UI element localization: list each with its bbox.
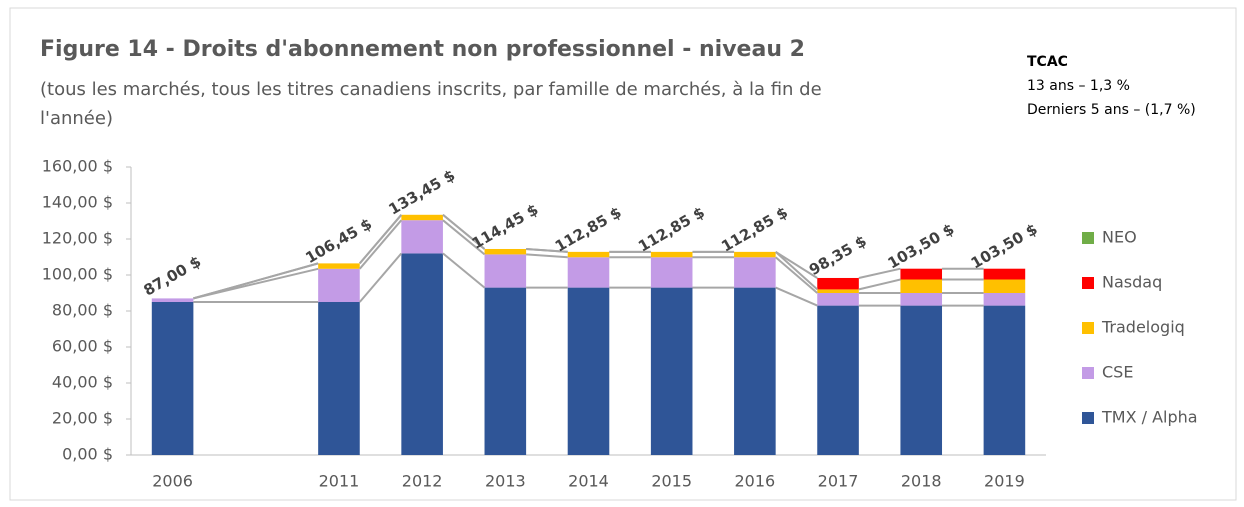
x-tick-label: 2006 xyxy=(152,472,193,491)
series-line xyxy=(775,251,818,279)
series-line xyxy=(442,214,486,250)
bar-segment xyxy=(900,279,943,293)
bar-segment xyxy=(567,251,610,258)
bar-segment xyxy=(650,287,693,455)
legend-label: Nasdaq xyxy=(1102,273,1162,292)
y-tick-label: 0,00 $ xyxy=(62,445,113,464)
y-tick-label: 100,00 $ xyxy=(42,265,113,284)
x-tick-label: 2017 xyxy=(818,472,859,491)
bar-segment xyxy=(151,302,194,455)
bar-segment xyxy=(567,257,610,288)
series-line xyxy=(526,247,568,253)
series-line xyxy=(442,252,486,289)
series-line xyxy=(193,262,319,300)
legend-swatch xyxy=(1082,277,1094,289)
legend-label: Tradelogiq xyxy=(1101,318,1185,337)
bar-segment xyxy=(983,293,1026,306)
series-line xyxy=(858,278,901,291)
bar-segment xyxy=(817,305,859,455)
y-tick-label: 140,00 $ xyxy=(42,193,113,212)
legend-swatch xyxy=(1082,322,1094,334)
bar-segment xyxy=(734,257,776,288)
series-line xyxy=(358,252,403,303)
bar-segment xyxy=(650,251,693,258)
bar-segment xyxy=(817,289,859,293)
annotation: TCAC xyxy=(1027,54,1068,70)
legend-label: TMX / Alpha xyxy=(1101,408,1198,427)
bar-segment xyxy=(401,220,443,254)
bar-segment xyxy=(734,287,776,455)
bar-segment xyxy=(817,277,859,290)
bar-segment xyxy=(318,268,360,302)
chart-title: Figure 14 - Droits d'abonnement non prof… xyxy=(40,37,805,62)
y-tick-label: 160,00 $ xyxy=(42,157,113,176)
x-tick-label: 2014 xyxy=(568,472,609,491)
bar-segment xyxy=(567,287,610,455)
bar-segment xyxy=(401,214,443,221)
bar-segment xyxy=(401,253,443,455)
subtitle: (tous les marchés, tous les titres canad… xyxy=(40,79,822,100)
legend-swatch xyxy=(1082,232,1094,244)
bar-segment xyxy=(484,287,527,455)
bar-segment xyxy=(900,268,943,280)
bar-segment xyxy=(650,257,693,288)
legend-swatch xyxy=(1082,367,1094,379)
series-line xyxy=(775,256,818,294)
series-line xyxy=(442,219,486,256)
x-tick-label: 2018 xyxy=(901,472,942,491)
frame xyxy=(9,7,1237,501)
bar-segment xyxy=(318,263,360,269)
bar-segment xyxy=(817,293,859,306)
x-tick-label: 2016 xyxy=(735,472,776,491)
y-tick-label: 80,00 $ xyxy=(52,301,113,320)
bar-segment xyxy=(983,305,1026,455)
annotation: Derniers 5 ans – (1,7 %) xyxy=(1027,102,1196,118)
bar-segment xyxy=(484,254,527,288)
bar-segment xyxy=(900,305,943,455)
series-line xyxy=(775,286,818,307)
y-tick-label: 20,00 $ xyxy=(52,409,113,428)
bar-segment xyxy=(900,293,943,306)
bar-segment xyxy=(484,248,527,255)
series-line xyxy=(358,219,403,270)
legend-label: NEO xyxy=(1102,228,1137,247)
series-line xyxy=(526,253,568,259)
bar-segment xyxy=(983,268,1026,280)
bar-segment xyxy=(318,302,360,455)
series-line xyxy=(858,267,901,279)
annotation: 13 ans – 1,3 % xyxy=(1027,78,1130,94)
x-tick-label: 2012 xyxy=(402,472,443,491)
bar-segment xyxy=(983,279,1026,293)
series-line xyxy=(774,251,818,291)
x-tick-label: 2011 xyxy=(319,472,360,491)
series-line xyxy=(358,214,403,265)
x-tick-label: 2015 xyxy=(651,472,692,491)
x-tick-label: 2019 xyxy=(984,472,1025,491)
x-tick-label: 2013 xyxy=(485,472,526,491)
y-tick-label: 120,00 $ xyxy=(42,229,113,248)
legend-swatch xyxy=(1082,412,1094,424)
y-tick-label: 40,00 $ xyxy=(52,373,113,392)
bar-segment xyxy=(734,251,776,258)
bar-segment xyxy=(151,298,194,302)
y-tick-label: 60,00 $ xyxy=(52,337,113,356)
legend-label: CSE xyxy=(1102,363,1133,382)
subtitle: l'année) xyxy=(40,108,113,129)
